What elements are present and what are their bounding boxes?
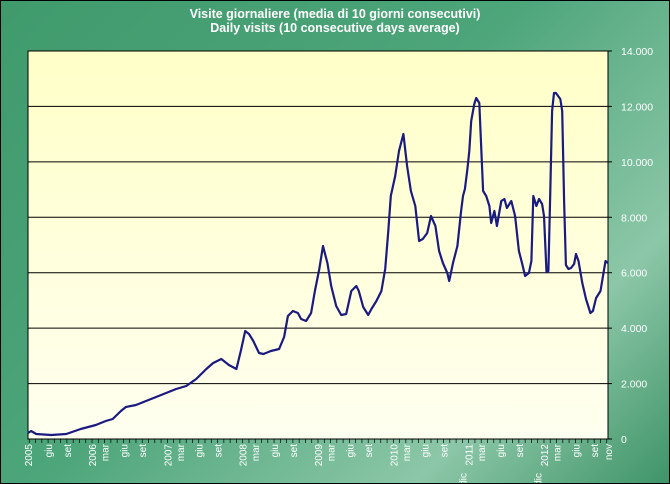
x-tick-label: 2010 — [389, 444, 400, 467]
x-tick-label: 2012 — [540, 444, 551, 467]
x-tick-label: set — [515, 444, 526, 458]
y-tick-label: 4.000 — [621, 323, 647, 335]
x-tick-label: set — [63, 444, 74, 458]
x-tick-label: 2006 — [88, 444, 99, 467]
y-tick-label: 2.000 — [621, 379, 647, 391]
x-tick-label: mar — [101, 443, 112, 461]
x-tick-label: mar — [553, 443, 564, 461]
x-tick-label: nov — [604, 444, 615, 460]
x-tick-label: giu — [119, 444, 130, 457]
x-tick-label: mar — [327, 443, 338, 461]
x-tick-label: giu — [345, 444, 356, 457]
x-tick-label: set — [214, 444, 225, 458]
y-tick-label: 14.000 — [621, 46, 653, 58]
y-tick-label: 6.000 — [621, 268, 647, 280]
y-tick-label: 0 — [621, 434, 627, 446]
series-line-daily-visits — [27, 91, 609, 437]
chart-subtitle: Daily visits (10 consecutive days averag… — [210, 21, 460, 35]
plot-area — [27, 50, 609, 440]
x-tick-label: giu — [571, 444, 582, 457]
x-tick-label: 2009 — [314, 444, 325, 467]
x-tick-label: set — [590, 444, 601, 458]
x-tick-label: giu — [44, 444, 55, 457]
chart-title-block: Visite giornaliere (media di 10 giorni c… — [1, 7, 669, 35]
x-tick-label: giu — [421, 444, 432, 457]
x-tick-label: giu — [195, 444, 206, 457]
x-tick-label: mar — [477, 443, 488, 461]
x-tick-label: mar — [251, 443, 262, 461]
x-tick-label: 2011 — [465, 444, 476, 466]
x-tick-label: dic — [458, 473, 469, 483]
x-tick-label: 2008 — [239, 444, 250, 467]
x-tick-label: mar — [402, 443, 413, 461]
x-tick-label: set — [440, 444, 451, 458]
x-tick-label: set — [289, 444, 300, 458]
x-tick-label: 2005 — [24, 444, 35, 467]
x-tick-label: set — [138, 444, 149, 458]
y-tick-label: 8.000 — [621, 212, 647, 224]
x-tick-label: giu — [270, 444, 281, 457]
y-tick-label: 12.000 — [621, 101, 653, 113]
x-tick-label: mar — [176, 443, 187, 461]
y-tick-label: 10.000 — [621, 157, 653, 169]
chart-title: Visite giornaliere (media di 10 giorni c… — [189, 7, 481, 21]
x-tick-label: giu — [496, 444, 507, 457]
x-tick-label: 2007 — [163, 444, 174, 467]
x-tick-label: dic — [534, 473, 545, 483]
x-tick-label: set — [364, 444, 375, 458]
